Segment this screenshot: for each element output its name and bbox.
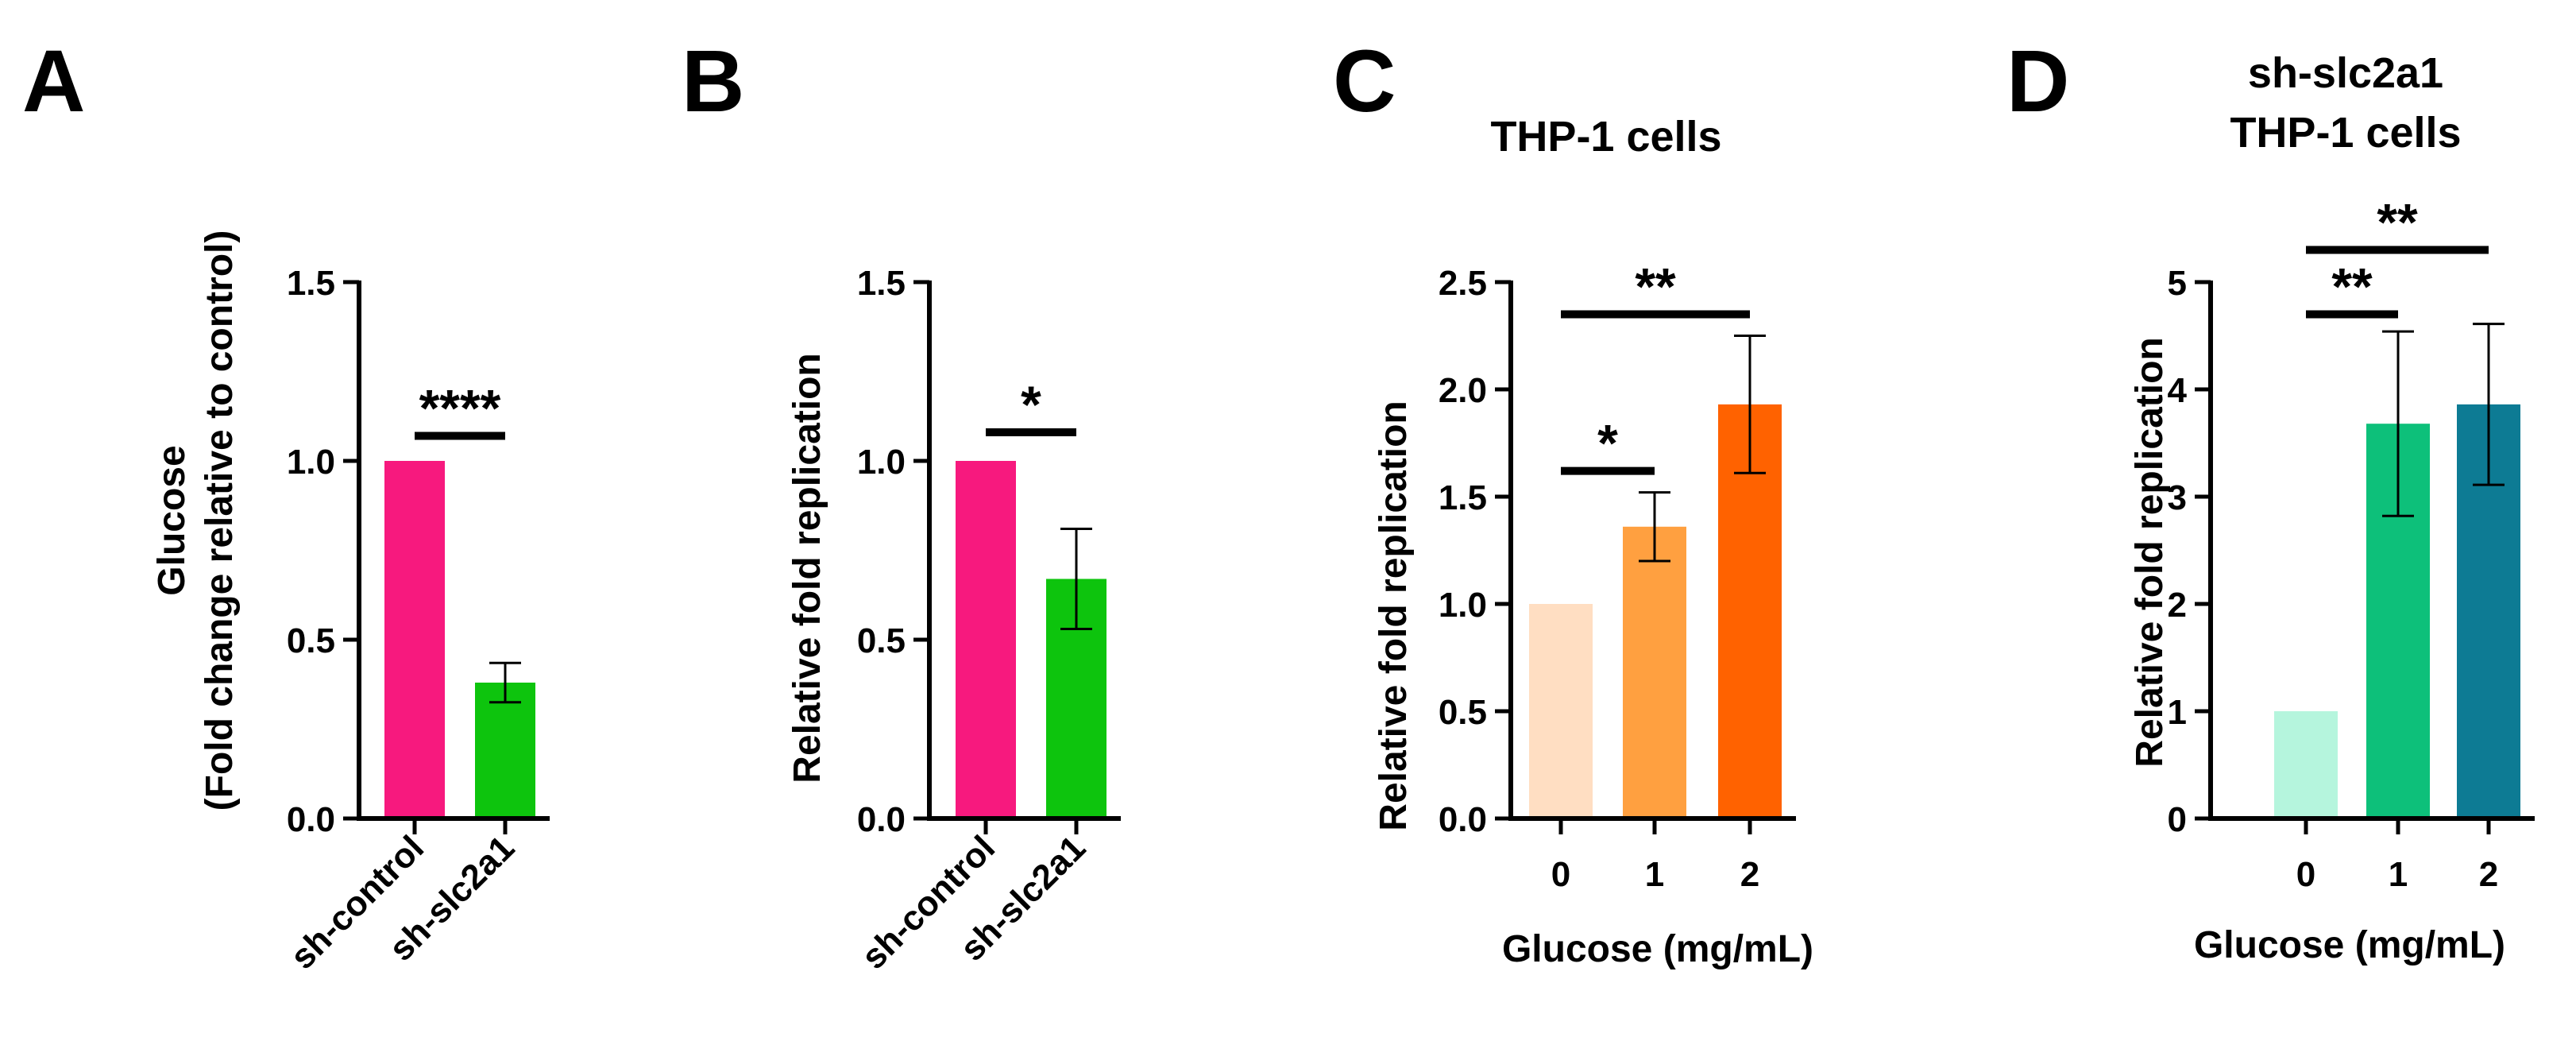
y-tick-label-a-1: 0.5 [287, 621, 335, 660]
panel-title-d-line-1: sh-slc2a1 [2248, 49, 2443, 97]
chart-d: 0 1 2 3 4 5 0 1 2 **** [2168, 193, 2535, 894]
xlabel-d: Glucose (mg/mL) [2194, 924, 2505, 966]
x-tick-label-d-1: 1 [2389, 855, 2408, 894]
panel-letter-a: A [22, 33, 85, 130]
x-tick-label-d-0: 0 [2296, 855, 2315, 894]
ylabel-b-line-1: Relative fold replication [786, 353, 828, 783]
bar-d-0 [2274, 711, 2338, 818]
y-tick-label-d-2: 2 [2168, 586, 2187, 625]
significance-label-c-0: * [1597, 414, 1618, 473]
panel-title-c: THP-1 cells [1490, 113, 1721, 161]
y-tick-label-a-0: 0.0 [287, 800, 335, 839]
bar-a-1 [475, 683, 535, 818]
y-tick-label-c-2: 1.0 [1439, 586, 1487, 625]
significance-label-d-0: ** [2331, 257, 2373, 316]
panel-c: C THP-1 cells Relative fold replication … [1333, 33, 1813, 970]
bar-c-0 [1529, 604, 1593, 818]
panel-letter-b: B [682, 33, 744, 130]
y-tick-label-c-0: 0.0 [1439, 800, 1487, 839]
y-tick-label-b-3: 1.5 [857, 264, 906, 303]
y-tick-label-d-3: 3 [2168, 478, 2187, 517]
panel-d: D sh-slc2a1 THP-1 cells Relative fold re… [2006, 33, 2535, 966]
xlabel-c: Glucose (mg/mL) [1502, 928, 1813, 970]
y-tick-label-c-5: 2.5 [1439, 264, 1487, 303]
panel-title-d-line-2: THP-1 cells [2230, 109, 2461, 157]
ylabel-a-line-2: (Fold change relative to control) [199, 230, 241, 811]
chart-c: 0.00.51.01.52.02.50 1 2*** [1439, 257, 1796, 894]
significance-label-a-0: **** [419, 379, 501, 438]
x-tick-label-c-2: 2 [1740, 855, 1759, 894]
significance-label-c-1: ** [1635, 257, 1676, 316]
panel-letter-d: D [2006, 33, 2069, 130]
y-tick-label-c-3: 1.5 [1439, 478, 1487, 517]
bar-c-1 [1623, 526, 1686, 818]
y-tick-label-d-5: 5 [2168, 264, 2187, 303]
ylabel-a-line-1: Glucose [151, 445, 193, 595]
y-tick-label-c-1: 0.5 [1439, 693, 1487, 732]
y-tick-label-d-0: 0 [2168, 800, 2187, 839]
y-tick-label-d-1: 1 [2168, 693, 2187, 732]
y-tick-label-a-3: 1.5 [287, 264, 335, 303]
significance-label-b-0: * [1021, 375, 1041, 434]
panel-a: A Glucose (Fold change relative to contr… [22, 33, 550, 977]
y-tick-label-d-4: 4 [2168, 371, 2188, 410]
ylabel-c-line-1: Relative fold replication [1373, 401, 1415, 830]
ylabel-a: Glucose (Fold change relative to control… [151, 230, 241, 811]
x-tick-label-c-1: 1 [1645, 855, 1664, 894]
panel-b: B Relative fold replication 0.0 0.5 1.0 1.5… [682, 33, 1121, 977]
x-tick-label-d-2: 2 [2479, 855, 2498, 894]
y-tick-label-b-1: 0.5 [857, 621, 906, 660]
y-tick-label-b-0: 0.0 [857, 800, 906, 839]
ylabel-d-line-1: Relative fold replication [2129, 337, 2171, 767]
bar-a-0 [384, 461, 445, 818]
ylabel-c: Relative fold replication [1373, 401, 1415, 830]
y-tick-label-c-4: 2.0 [1439, 371, 1487, 410]
y-tick-label-b-2: 1.0 [857, 443, 906, 482]
significance-label-d-1: ** [2377, 193, 2418, 252]
x-tick-label-c-0: 0 [1551, 855, 1570, 894]
ylabel-d: Relative fold replication [2129, 337, 2171, 767]
ylabel-b: Relative fold replication [786, 353, 828, 783]
panel-letter-c: C [1333, 33, 1396, 130]
bar-b-0 [956, 461, 1016, 818]
y-tick-label-a-2: 1.0 [287, 443, 335, 482]
